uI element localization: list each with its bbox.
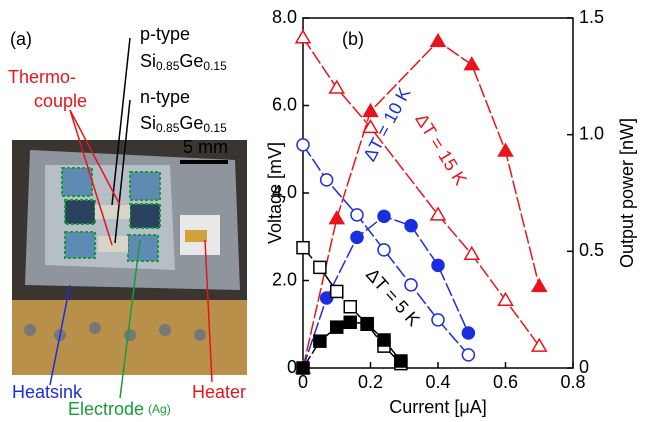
chart: 0 0.2 0.4 0.6 0.802.04.06.08.000.51.01.5Curr… xyxy=(265,7,637,417)
electrode-pad xyxy=(61,167,93,197)
subscript: 0.15 xyxy=(203,59,227,73)
photo xyxy=(12,140,247,375)
heater-label: Heater xyxy=(192,382,246,402)
y-tick-label: 0 xyxy=(287,357,297,377)
voltage-point xyxy=(404,278,418,292)
panel-label: (b) xyxy=(342,29,364,49)
element: Ge xyxy=(179,113,203,133)
arrow xyxy=(49,284,71,386)
power-point xyxy=(429,32,447,48)
power-point xyxy=(377,209,391,224)
subscript: 0.85 xyxy=(156,59,180,73)
y2-tick-label: 0 xyxy=(579,357,589,377)
x-tick-label: 0.8 xyxy=(560,372,585,392)
arrow xyxy=(114,99,131,244)
voltage-point xyxy=(313,260,327,275)
electrode-pad xyxy=(129,171,161,201)
x-tick-label: 0.6 xyxy=(493,372,518,392)
series-label: ΔT = 15 K xyxy=(411,110,470,189)
power-point xyxy=(350,230,364,245)
power-point xyxy=(530,277,548,293)
heatsink-label: Heatsink xyxy=(12,382,83,402)
voltage-point xyxy=(377,243,391,257)
y-tick-label: 4.0 xyxy=(272,182,297,202)
arrows xyxy=(49,37,213,399)
element: Si xyxy=(140,51,156,71)
thermocouple-label: couple xyxy=(34,91,87,111)
arrow xyxy=(204,239,213,383)
x-axis-label: Current [μA] xyxy=(389,397,486,417)
electrode-pad xyxy=(127,234,159,262)
y-axis-label: Voltage [mV] xyxy=(265,142,285,244)
voltage-point xyxy=(350,208,364,222)
y2-tick-label: 1.0 xyxy=(579,123,604,143)
y2-axis-label: Output power [nW] xyxy=(617,118,637,268)
voltage-point xyxy=(296,138,310,152)
y2-tick-label: 1.5 xyxy=(579,7,604,27)
y2-tick-label: 0.5 xyxy=(579,240,604,260)
voltage-point xyxy=(328,79,346,94)
power-point xyxy=(343,315,357,330)
voltage-point xyxy=(343,300,357,314)
subscript: 0.15 xyxy=(203,121,227,135)
power-point xyxy=(296,361,310,375)
arrow xyxy=(111,37,131,206)
power-point xyxy=(394,354,408,368)
power-point xyxy=(313,334,327,348)
voltage-point xyxy=(296,240,310,255)
voltage-point xyxy=(330,284,344,299)
element: Ge xyxy=(179,51,203,71)
power-point xyxy=(377,333,391,347)
x-tick-label: 0.2 xyxy=(358,372,383,392)
element: Si xyxy=(140,113,156,133)
electrode-pad xyxy=(64,199,96,225)
y-tick-label: 8.0 xyxy=(272,7,297,27)
voltage-point xyxy=(463,245,481,260)
voltage-point xyxy=(461,348,476,362)
power-point xyxy=(328,210,346,225)
power-point xyxy=(404,218,418,233)
electrode-pad xyxy=(64,231,96,259)
heater-element xyxy=(185,230,207,242)
arrow xyxy=(69,109,121,206)
voltage-point xyxy=(530,337,548,352)
p-type-label: p-type xyxy=(140,24,190,44)
voltage-point xyxy=(294,29,312,44)
x-tick-label: 0.4 xyxy=(425,372,450,392)
arrow xyxy=(69,109,113,246)
power-point xyxy=(330,320,344,334)
thermoelectric-leg xyxy=(98,236,128,252)
electrode-text: Electrode xyxy=(68,399,144,419)
voltage-point xyxy=(497,291,514,306)
scale-bar xyxy=(180,160,228,164)
electrode-label: Electrode (Ag) xyxy=(68,399,171,419)
power-point xyxy=(431,258,445,273)
thermoelectric-leg xyxy=(95,205,130,219)
n-material: Si0.85Ge0.15 xyxy=(140,113,227,135)
power-point xyxy=(461,326,476,340)
voltage-point xyxy=(429,206,447,221)
n-type-label: n-type xyxy=(140,87,190,107)
power-point xyxy=(360,316,374,331)
voltage-point xyxy=(431,313,445,327)
thermocouple-label: Thermo- xyxy=(8,67,76,87)
power-point xyxy=(463,56,481,71)
arrow xyxy=(119,239,141,399)
power-point xyxy=(497,142,514,157)
y-tick-label: 6.0 xyxy=(272,94,297,114)
electrode-material: (Ag) xyxy=(148,402,171,416)
panel-label: (a) xyxy=(10,29,32,49)
p-material: Si0.85Ge0.15 xyxy=(140,51,227,73)
electrode-pad xyxy=(129,203,161,229)
voltage-point xyxy=(319,173,334,187)
scale-label: 5 mm xyxy=(183,137,228,157)
x-tick-label: 0 xyxy=(298,372,308,392)
power-point xyxy=(362,102,379,118)
subscript: 0.85 xyxy=(156,121,180,135)
y-tick-label: 2.0 xyxy=(272,269,297,289)
voltage-point xyxy=(362,118,379,134)
